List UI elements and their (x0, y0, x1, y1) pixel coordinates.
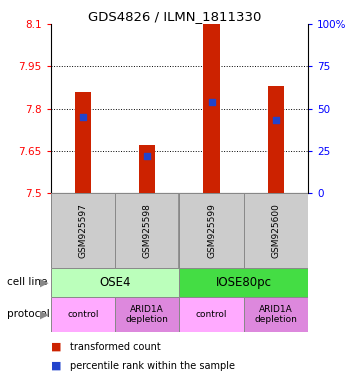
Text: GSM925600: GSM925600 (271, 203, 280, 258)
Text: ▶: ▶ (40, 310, 48, 319)
Text: control: control (196, 310, 227, 319)
Text: ARID1A
depletion: ARID1A depletion (254, 305, 297, 324)
Bar (51, 297, 115, 332)
Bar (203, 24, 219, 193)
Text: protocol: protocol (7, 310, 50, 319)
Text: IOSE80pc: IOSE80pc (216, 276, 272, 289)
Text: percentile rank within the sample: percentile rank within the sample (70, 361, 235, 371)
Bar (179, 297, 244, 332)
Text: ■: ■ (51, 361, 61, 371)
Bar (115, 193, 179, 268)
Text: ▶: ▶ (40, 277, 48, 288)
Text: GSM925599: GSM925599 (207, 203, 216, 258)
Text: OSE4: OSE4 (99, 276, 131, 289)
Bar (179, 268, 308, 297)
Text: GSM925597: GSM925597 (78, 203, 88, 258)
Point (80, 114, 86, 120)
Text: control: control (67, 310, 99, 319)
Point (273, 118, 279, 124)
Point (209, 99, 214, 105)
Text: cell line: cell line (7, 277, 47, 288)
Bar (268, 86, 284, 193)
Bar (51, 268, 179, 297)
Text: GDS4826 / ILMN_1811330: GDS4826 / ILMN_1811330 (88, 10, 262, 23)
Bar (75, 92, 91, 193)
Text: transformed count: transformed count (70, 342, 161, 352)
Text: ■: ■ (51, 342, 61, 352)
Bar (139, 145, 155, 193)
Bar (115, 297, 179, 332)
Bar (244, 193, 308, 268)
Bar (244, 297, 308, 332)
Bar (51, 193, 115, 268)
Bar (179, 193, 244, 268)
Point (145, 153, 150, 159)
Text: GSM925598: GSM925598 (143, 203, 152, 258)
Text: ARID1A
depletion: ARID1A depletion (126, 305, 169, 324)
